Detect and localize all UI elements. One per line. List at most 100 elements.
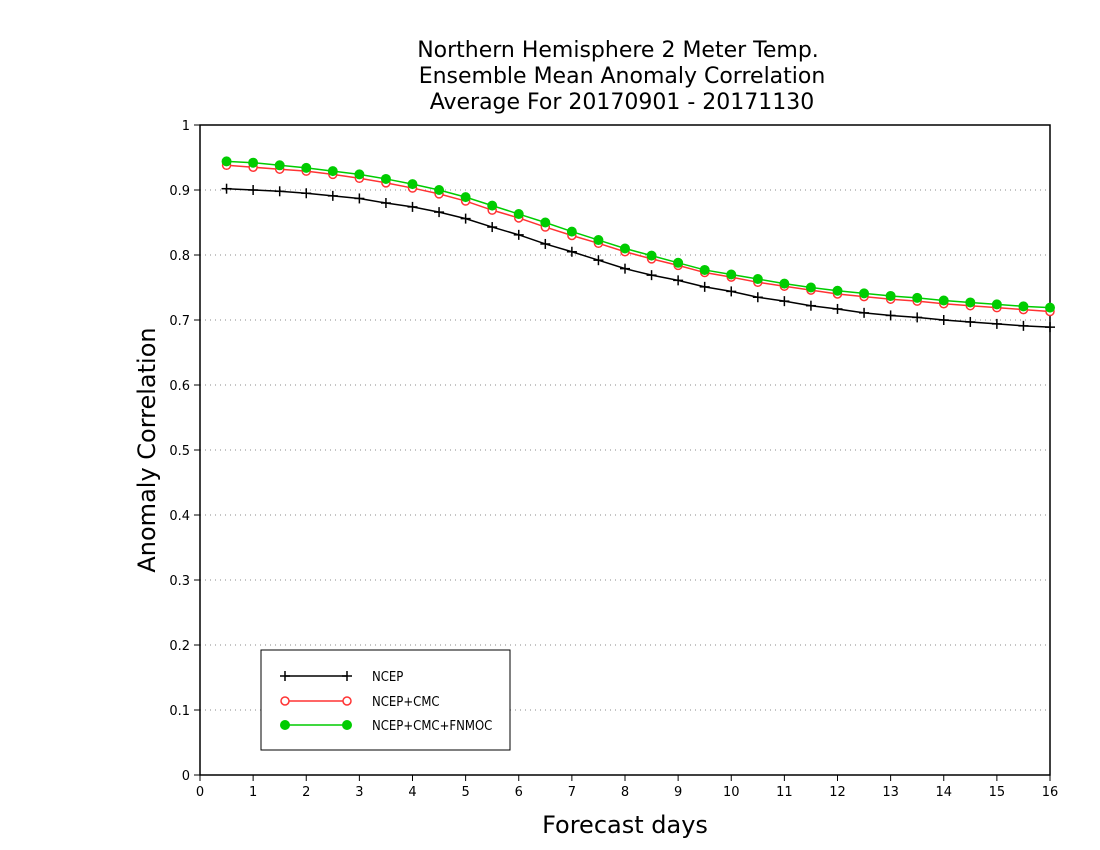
- x-tick-label: 3: [355, 785, 363, 800]
- data-point-ncep: [752, 292, 763, 303]
- data-point-ncep-cmc-fnmoc: [301, 162, 312, 173]
- chart-title-line-2: Ensemble Mean Anomaly Correlation: [419, 64, 826, 89]
- y-tick-label: 0.8: [169, 249, 190, 264]
- y-axis-label: Anomaly Correlation: [133, 327, 161, 572]
- data-point-ncep: [646, 270, 657, 281]
- y-tick-label: 0.2: [169, 639, 190, 654]
- legend-box: [260, 649, 511, 751]
- y-tick-label: 0.5: [169, 444, 190, 459]
- data-point-ncep-cmc-fnmoc: [646, 250, 657, 261]
- data-point-ncep-cmc-fnmoc: [938, 295, 949, 306]
- data-point-ncep-cmc-fnmoc: [673, 257, 684, 268]
- series-line-ncep-cmc: [226, 164, 1051, 313]
- series-ncep-cmc: [221, 160, 1055, 317]
- legend-marker: [280, 671, 290, 681]
- data-point-ncep-cmc-fnmoc: [248, 157, 259, 168]
- legend-item-ncep-cmc-fnmoc: NCEP+CMC+FNMOC: [280, 719, 492, 734]
- y-tick-label: 0: [182, 769, 190, 784]
- data-point-ncep: [805, 300, 816, 311]
- data-point-ncep: [460, 213, 471, 224]
- data-point-ncep-cmc-fnmoc: [805, 282, 816, 293]
- y-tick-label: 0.3: [169, 574, 190, 589]
- y-tick-label: 0.4: [169, 509, 190, 524]
- data-point-ncep-cmc-fnmoc: [752, 274, 763, 285]
- data-point-ncep-cmc-fnmoc: [779, 278, 790, 289]
- y-tick-label: 1: [182, 119, 190, 134]
- x-tick-label: 11: [776, 785, 793, 800]
- data-point-ncep: [380, 198, 391, 208]
- x-tick-label: 6: [515, 785, 523, 800]
- data-point-ncep: [593, 255, 604, 266]
- data-point-ncep: [1045, 322, 1055, 333]
- data-point-ncep: [434, 207, 445, 218]
- x-tick-label: 14: [935, 785, 952, 800]
- y-tick-label: 0.9: [169, 184, 190, 199]
- axis-ticks: 00.10.20.30.40.50.60.70.80.910 1 2 3 4 5 6 7 8 9 1…: [169, 119, 1058, 800]
- data-point-ncep-cmc-fnmoc: [380, 173, 391, 184]
- legend-label: NCEP+CMC: [372, 695, 440, 710]
- legend-label: NCEP+CMC+FNMOC: [372, 719, 492, 734]
- series-line-ncep: [226, 187, 1051, 328]
- data-point-ncep-cmc-fnmoc: [593, 235, 604, 246]
- data-point-ncep-cmc-fnmoc: [460, 192, 471, 203]
- x-axis-label: Forecast days: [542, 811, 708, 839]
- data-point-ncep: [274, 186, 285, 197]
- chart-title-line-3: Average For 20170901 - 20171130: [430, 90, 815, 115]
- data-point-ncep: [859, 307, 870, 318]
- data-point-ncep: [407, 201, 418, 212]
- data-point-ncep-cmc-fnmoc: [513, 209, 524, 220]
- data-point-ncep: [248, 185, 259, 195]
- data-point-ncep-cmc-fnmoc: [726, 269, 737, 280]
- series-group: [221, 156, 1055, 333]
- x-tick-label: 5: [461, 785, 469, 800]
- data-point-ncep-cmc-fnmoc: [221, 156, 232, 167]
- x-tick-label: 15: [989, 785, 1006, 800]
- data-point-ncep: [513, 229, 524, 240]
- x-tick-label: 0: [196, 785, 204, 800]
- data-point-ncep-cmc-fnmoc: [699, 264, 710, 275]
- data-point-ncep-cmc-fnmoc: [965, 297, 976, 308]
- legend-marker: [280, 696, 290, 706]
- data-point-ncep-cmc-fnmoc: [566, 226, 577, 237]
- data-point-ncep: [726, 286, 737, 297]
- data-point-ncep: [965, 316, 976, 327]
- data-point-ncep-cmc-fnmoc: [991, 299, 1002, 310]
- data-point-ncep: [1018, 320, 1029, 331]
- data-point-ncep-cmc-fnmoc: [274, 160, 285, 171]
- legend-marker: [342, 720, 352, 730]
- data-point-ncep-cmc-fnmoc: [487, 200, 498, 211]
- legend: NCEP NCEP+CMC NCEP+CMC+FNMOC: [260, 649, 511, 751]
- data-point-ncep: [885, 310, 896, 321]
- data-point-ncep: [620, 263, 630, 274]
- y-tick-label: 0.1: [169, 704, 190, 719]
- legend-label: NCEP: [372, 670, 403, 685]
- data-point-ncep: [912, 312, 923, 323]
- data-point-ncep-cmc-fnmoc: [620, 243, 630, 254]
- legend-marker: [342, 696, 352, 706]
- data-point-ncep-cmc-fnmoc: [885, 290, 896, 301]
- x-tick-label: 7: [568, 785, 576, 800]
- data-point-ncep: [301, 188, 312, 199]
- data-point-ncep: [566, 246, 577, 257]
- x-tick-label: 9: [674, 785, 682, 800]
- x-tick-label: 16: [1042, 785, 1059, 800]
- legend-item-ncep: NCEP: [280, 670, 403, 685]
- data-point-ncep: [540, 238, 551, 249]
- x-tick-label: 8: [621, 785, 629, 800]
- data-point-ncep-cmc-fnmoc: [1018, 301, 1029, 312]
- x-tick-label: 10: [723, 785, 740, 800]
- data-point-ncep: [673, 275, 684, 286]
- y-tick-label: 0.7: [169, 314, 190, 329]
- legend-marker: [342, 671, 352, 681]
- data-point-ncep: [832, 303, 843, 314]
- data-point-ncep: [354, 193, 365, 204]
- data-point-ncep-cmc-fnmoc: [407, 179, 418, 190]
- series-ncep: [221, 183, 1055, 333]
- legend-item-ncep-cmc: NCEP+CMC: [280, 695, 440, 710]
- y-tick-label: 0.6: [169, 379, 190, 394]
- data-point-ncep: [699, 281, 710, 292]
- legend-marker: [280, 720, 290, 730]
- x-tick-label: 2: [302, 785, 310, 800]
- data-point-ncep: [938, 315, 949, 325]
